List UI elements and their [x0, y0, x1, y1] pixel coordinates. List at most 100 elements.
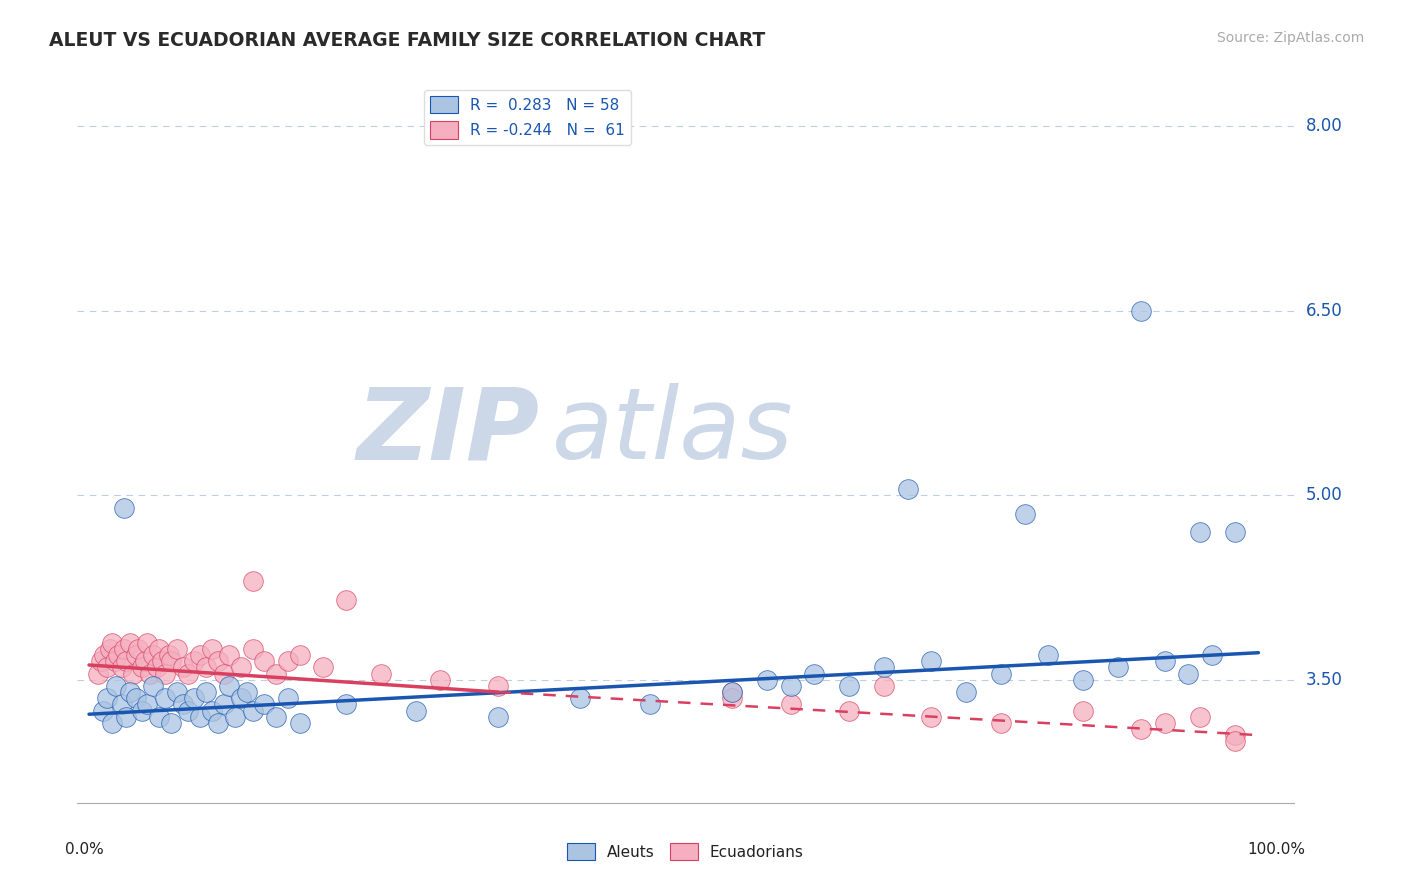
Point	[288, 648, 311, 662]
Text: ZIP: ZIP	[357, 384, 540, 480]
Point	[1154, 715, 1177, 730]
Point	[139, 666, 162, 681]
Point	[242, 704, 264, 718]
Text: 5.00: 5.00	[1306, 486, 1343, 504]
Point	[111, 660, 134, 674]
Point	[955, 685, 977, 699]
Point	[920, 654, 942, 668]
Point	[873, 679, 896, 693]
Point	[218, 648, 240, 662]
Point	[897, 482, 920, 496]
Point	[172, 698, 194, 712]
Text: 6.50: 6.50	[1306, 301, 1343, 319]
Point	[920, 709, 942, 723]
Point	[112, 500, 135, 515]
Point	[101, 636, 124, 650]
Point	[104, 654, 127, 668]
Point	[160, 715, 183, 730]
Point	[212, 698, 235, 712]
Point	[172, 660, 194, 674]
Point	[142, 648, 165, 662]
Point	[229, 691, 252, 706]
Point	[236, 685, 259, 699]
Point	[1036, 648, 1059, 662]
Point	[93, 648, 115, 662]
Point	[112, 642, 135, 657]
Point	[148, 642, 170, 657]
Point	[207, 715, 229, 730]
Point	[288, 715, 311, 730]
Point	[146, 660, 169, 674]
Point	[142, 679, 165, 693]
Point	[277, 654, 299, 668]
Point	[107, 648, 129, 662]
Point	[104, 679, 127, 693]
Point	[1154, 654, 1177, 668]
Point	[212, 666, 235, 681]
Point	[148, 709, 170, 723]
Point	[118, 636, 141, 650]
Point	[1071, 704, 1094, 718]
Point	[253, 698, 276, 712]
Point	[136, 698, 159, 712]
Text: 3.50: 3.50	[1306, 671, 1343, 689]
Point	[177, 704, 200, 718]
Point	[1188, 525, 1211, 540]
Point	[1223, 525, 1246, 540]
Point	[838, 679, 860, 693]
Point	[1014, 507, 1036, 521]
Text: 100.0%: 100.0%	[1247, 842, 1306, 857]
Point	[194, 660, 217, 674]
Point	[183, 654, 205, 668]
Point	[721, 691, 744, 706]
Point	[640, 698, 662, 712]
Legend: Aleuts, Ecuadorians: Aleuts, Ecuadorians	[561, 837, 810, 866]
Point	[838, 704, 860, 718]
Point	[125, 648, 148, 662]
Point	[335, 592, 357, 607]
Point	[207, 654, 229, 668]
Point	[201, 642, 224, 657]
Point	[1223, 734, 1246, 748]
Point	[188, 648, 211, 662]
Point	[111, 698, 134, 712]
Point	[264, 709, 287, 723]
Point	[370, 666, 392, 681]
Point	[779, 698, 801, 712]
Point	[277, 691, 299, 706]
Text: Source: ZipAtlas.com: Source: ZipAtlas.com	[1216, 31, 1364, 45]
Text: 8.00: 8.00	[1306, 117, 1343, 135]
Point	[115, 654, 138, 668]
Point	[312, 660, 335, 674]
Point	[131, 704, 153, 718]
Point	[803, 666, 825, 681]
Point	[264, 666, 287, 681]
Point	[1107, 660, 1129, 674]
Point	[101, 715, 124, 730]
Point	[201, 704, 224, 718]
Point	[1188, 709, 1211, 723]
Point	[873, 660, 896, 674]
Point	[87, 666, 110, 681]
Point	[229, 660, 252, 674]
Point	[429, 673, 451, 687]
Point	[127, 642, 149, 657]
Point	[1130, 722, 1153, 736]
Point	[756, 673, 779, 687]
Point	[253, 654, 276, 668]
Point	[115, 709, 138, 723]
Point	[131, 660, 153, 674]
Point	[90, 654, 112, 668]
Point	[990, 666, 1012, 681]
Point	[125, 691, 148, 706]
Point	[1130, 303, 1153, 318]
Point	[153, 691, 176, 706]
Point	[1071, 673, 1094, 687]
Point	[486, 709, 509, 723]
Point	[1177, 666, 1199, 681]
Point	[136, 636, 159, 650]
Text: 0.0%: 0.0%	[65, 842, 104, 857]
Point	[188, 709, 211, 723]
Point	[242, 574, 264, 589]
Point	[194, 685, 217, 699]
